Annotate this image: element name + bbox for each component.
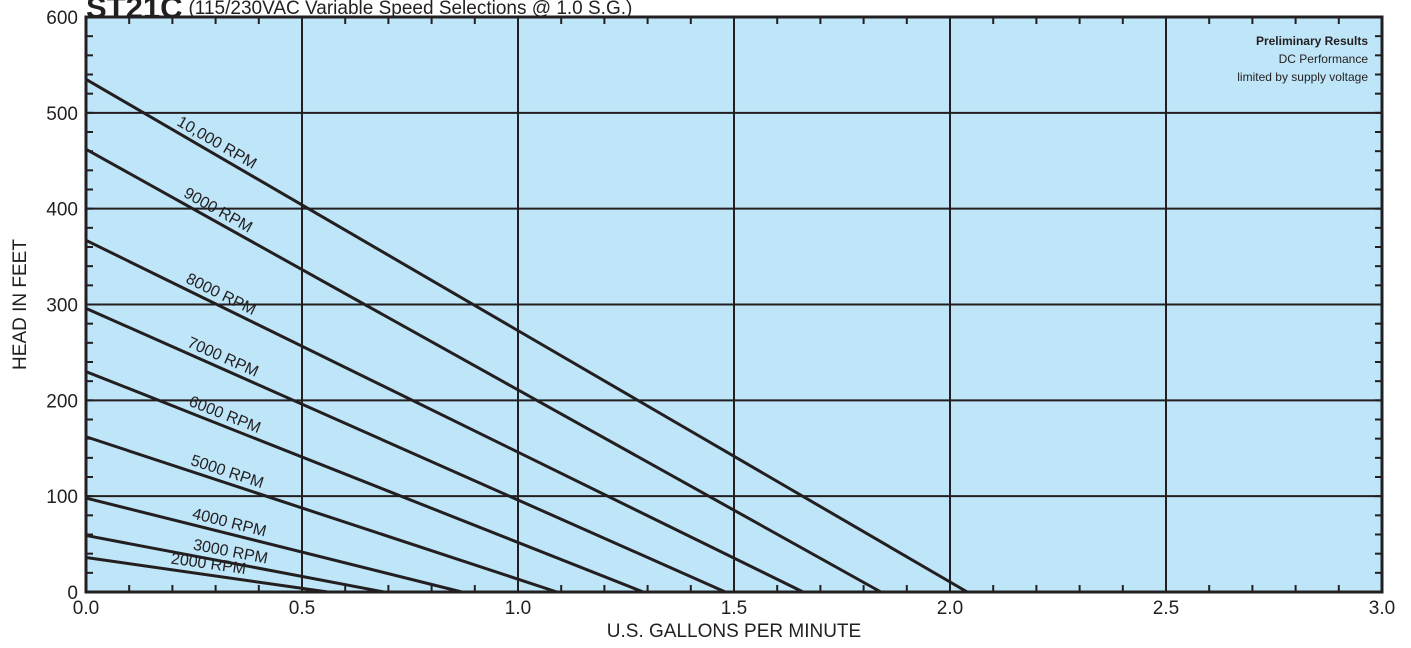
series-line [85,496,463,594]
series-line [85,238,804,594]
preliminary-results-note: Preliminary Results DC Performance limited… [1170,31,1370,95]
x-tick-label: 2.5 [1153,598,1179,619]
note-line: limited by supply voltage [1237,70,1368,84]
y-tick-label: 400 [46,200,78,221]
chart-title-detail: (115/230VAC Variable Speed Selections @ … [188,0,632,19]
x-tick-label: 2.0 [937,598,963,619]
series-line [85,435,558,594]
x-tick-label: 0.5 [289,598,315,619]
x-tick-label: 1.5 [721,598,747,619]
x-tick-label: 0.0 [73,598,99,619]
x-tick-label: 3.0 [1369,598,1395,619]
y-tick-label: 300 [46,296,78,317]
y-tick-label: 500 [46,104,78,125]
series-line [85,147,882,594]
y-tick-label: 600 [46,8,78,29]
x-axis-tick-labels: 0.0 0.5 1.0 1.5 2.0 2.5 3.0 [73,598,1395,619]
note-line: Preliminary Results [1256,34,1368,48]
series-line [85,77,969,594]
grid-lines [86,17,1382,592]
note-box [1170,31,1370,95]
plot-frame [84,15,1384,594]
series-line [85,306,726,594]
y-tick-label: 0 [67,583,78,604]
x-axis-title: U.S. GALLONS PER MINUTE [607,621,861,642]
y-axis-tick-labels: 0 100 200 300 400 500 600 [46,8,78,604]
y-axis-title: HEAD IN FEET [10,239,31,370]
series-line [85,556,329,594]
series-line [85,370,644,594]
y-tick-label: 200 [46,391,78,412]
x-tick-label: 1.0 [505,598,531,619]
note-line: DC Performance [1279,52,1369,66]
series-line [85,533,385,594]
y-tick-label: 100 [46,487,78,508]
